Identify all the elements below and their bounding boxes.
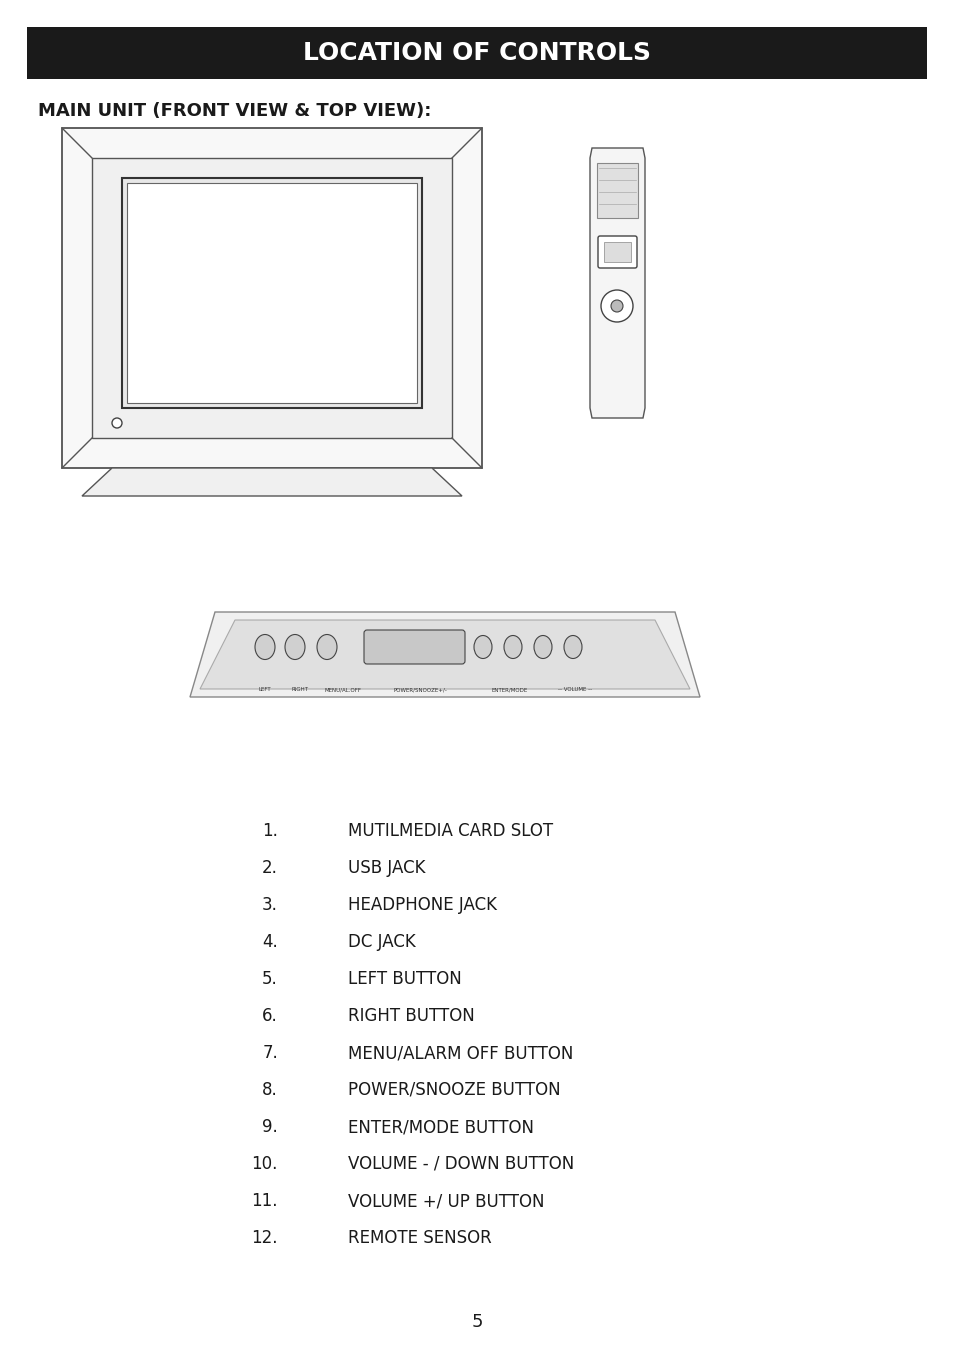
Text: LOCATION OF CONTROLS: LOCATION OF CONTROLS [303,41,650,65]
Text: VOLUME +/ UP BUTTON: VOLUME +/ UP BUTTON [348,1192,544,1210]
Ellipse shape [285,635,305,659]
Text: 2.: 2. [262,858,277,877]
Ellipse shape [474,635,492,658]
Text: RIGHT BUTTON: RIGHT BUTTON [348,1007,475,1025]
Text: POWER/SNOOZE BUTTON: POWER/SNOOZE BUTTON [348,1080,560,1099]
Text: POWER/SNOOZE+/-: POWER/SNOOZE+/- [393,686,446,692]
Ellipse shape [254,635,274,659]
Text: LEFT: LEFT [258,686,271,692]
Text: 6.: 6. [262,1007,277,1025]
Polygon shape [200,620,689,689]
Text: VOLUME - / DOWN BUTTON: VOLUME - / DOWN BUTTON [348,1155,574,1173]
Text: 12.: 12. [252,1229,277,1247]
Text: -- VOLUME --: -- VOLUME -- [558,686,592,692]
Circle shape [610,301,622,311]
Bar [122,177,421,408]
Circle shape [112,418,122,428]
Text: 9.: 9. [262,1118,277,1136]
Text: MENU/AL.OFF: MENU/AL.OFF [324,686,361,692]
Text: 1.: 1. [262,822,277,839]
Bar [91,158,452,437]
Text: 5.: 5. [262,969,277,988]
Text: 7.: 7. [262,1044,277,1062]
Text: 4.: 4. [262,933,277,951]
Text: ENTER/MODE BUTTON: ENTER/MODE BUTTON [348,1118,534,1136]
Text: RIGHT: RIGHT [292,686,308,692]
Text: MUTILMEDIA CARD SLOT: MUTILMEDIA CARD SLOT [348,822,553,839]
FancyBboxPatch shape [598,236,637,268]
Ellipse shape [503,635,521,658]
Bar [603,242,630,263]
Bar [127,183,416,403]
Polygon shape [589,148,644,418]
Bar [62,129,481,468]
Text: DC JACK: DC JACK [348,933,416,951]
Polygon shape [190,612,700,697]
Bar [597,162,638,218]
Polygon shape [82,468,461,496]
Ellipse shape [563,635,581,658]
Text: 11.: 11. [252,1192,277,1210]
Text: LEFT BUTTON: LEFT BUTTON [348,969,461,988]
Ellipse shape [534,635,552,658]
Bar [27,27,926,79]
Ellipse shape [316,635,336,659]
Text: 8.: 8. [262,1080,277,1099]
Text: 5: 5 [471,1313,482,1331]
FancyBboxPatch shape [364,630,464,663]
Text: ENTER/MODE: ENTER/MODE [492,686,528,692]
Text: HEADPHONE JACK: HEADPHONE JACK [348,896,497,914]
Text: USB JACK: USB JACK [348,858,425,877]
Text: MAIN UNIT (FRONT VIEW & TOP VIEW):: MAIN UNIT (FRONT VIEW & TOP VIEW): [38,102,431,121]
Text: 10.: 10. [252,1155,277,1173]
Circle shape [600,290,633,322]
Text: MENU/ALARM OFF BUTTON: MENU/ALARM OFF BUTTON [348,1044,573,1062]
Text: 3.: 3. [262,896,277,914]
Text: REMOTE SENSOR: REMOTE SENSOR [348,1229,491,1247]
